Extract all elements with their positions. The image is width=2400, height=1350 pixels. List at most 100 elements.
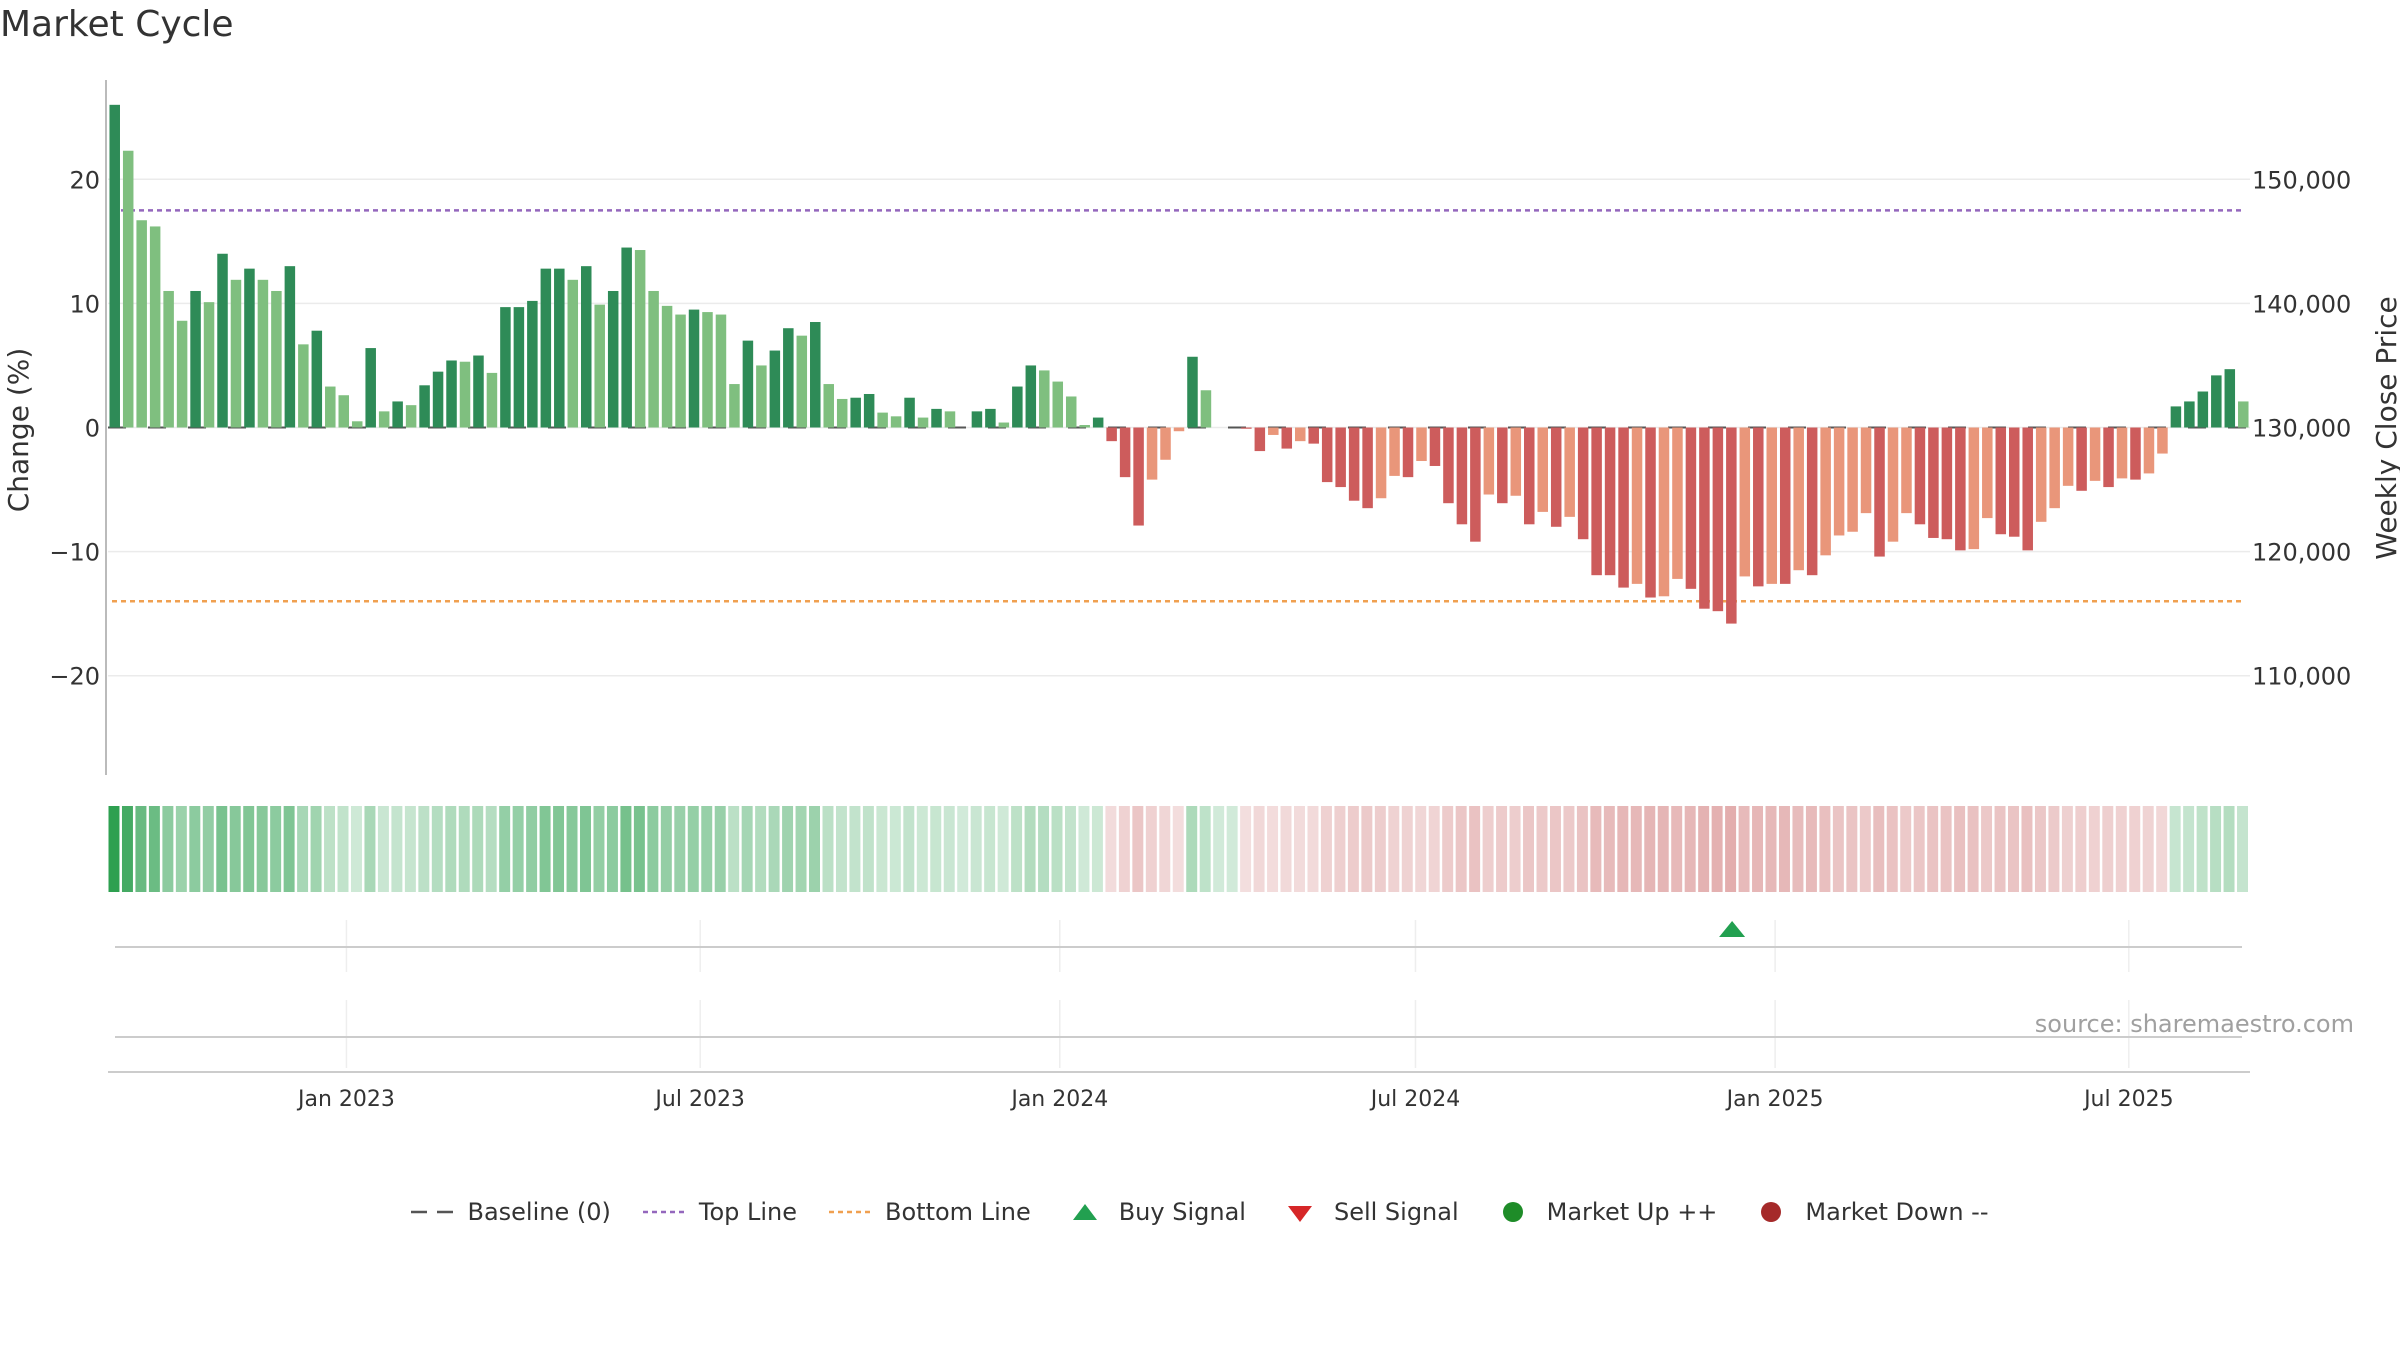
- heatmap-cell: [108, 806, 120, 892]
- bar: [1847, 427, 1858, 532]
- bar: [756, 365, 767, 428]
- heatmap-cell: [2210, 806, 2222, 892]
- bar: [271, 290, 282, 428]
- legend-item-bottom: Bottom Line: [829, 1198, 1031, 1226]
- bar: [149, 226, 161, 428]
- heatmap-cell: [1186, 806, 1198, 892]
- heatmap-cell: [1927, 806, 1939, 892]
- heatmap-cell: [1671, 806, 1683, 892]
- heatmap-cell: [2088, 806, 2100, 892]
- heatmap-cell: [2142, 806, 2154, 892]
- heatmap-cell: [1563, 806, 1575, 892]
- heatmap-cell: [1644, 806, 1656, 892]
- heatmap-cell: [350, 806, 362, 892]
- legend-label: Market Down --: [1805, 1198, 1989, 1226]
- bar: [2197, 391, 2209, 428]
- heatmap-cell: [1415, 806, 1427, 892]
- bar: [176, 320, 188, 428]
- bar: [1146, 427, 1158, 480]
- heatmap-cell: [1805, 806, 1817, 892]
- y2-tick-label: 150,000: [2252, 166, 2351, 194]
- heatmap-cell: [1280, 806, 1292, 892]
- bar: [311, 330, 323, 428]
- bar: [1348, 427, 1360, 501]
- heatmap-cell: [1711, 806, 1723, 892]
- bar: [284, 266, 296, 428]
- y-tick-label: −10: [49, 539, 100, 567]
- bar: [2184, 401, 2195, 428]
- heatmap-cell: [2102, 806, 2114, 892]
- heatmap-cell: [633, 806, 645, 892]
- bar: [1564, 427, 1575, 517]
- heatmap-cell: [1832, 806, 1844, 892]
- legend-symbol-mdown: [1749, 1200, 1793, 1224]
- legend-symbol-baseline: [411, 1200, 456, 1224]
- heatmap-cell: [2237, 806, 2248, 892]
- bar: [351, 421, 363, 428]
- bar: [661, 305, 673, 428]
- y2-tick-label: 140,000: [2252, 290, 2351, 318]
- heatmap-cell: [270, 806, 282, 892]
- bar: [1604, 427, 1616, 576]
- heatmap-cell: [310, 806, 322, 892]
- heatmap-cell: [1374, 806, 1386, 892]
- bar: [648, 290, 659, 428]
- heatmap-cell: [229, 806, 241, 892]
- heatmap-cell: [458, 806, 470, 892]
- bar: [1645, 427, 1656, 598]
- heatmap-cell: [984, 806, 996, 892]
- bar: [365, 348, 376, 428]
- heatmap-cell: [1199, 806, 1211, 892]
- heatmap-cell: [1051, 806, 1063, 892]
- bar: [836, 398, 848, 428]
- heatmap-cell: [1038, 806, 1050, 892]
- bar: [163, 290, 174, 428]
- heatmap-cell: [324, 806, 336, 892]
- bar: [850, 397, 861, 428]
- bar: [2238, 401, 2249, 428]
- bar: [2143, 427, 2155, 474]
- bar: [257, 279, 269, 428]
- legend-symbol-bottom: [829, 1200, 874, 1224]
- bar: [554, 268, 565, 428]
- bar: [473, 355, 484, 428]
- bar: [1429, 427, 1441, 466]
- bar: [1012, 386, 1023, 428]
- bar: [904, 397, 915, 428]
- heatmap-cell: [135, 806, 147, 892]
- legend-item-sell: Sell Signal: [1278, 1198, 1459, 1226]
- heatmap-cell: [2156, 806, 2168, 892]
- bar: [1618, 427, 1629, 588]
- heatmap-cell: [1549, 806, 1561, 892]
- bar: [2211, 375, 2222, 428]
- bar: [1335, 427, 1346, 488]
- x-tick-label: Jan 2025: [1725, 1087, 1824, 1112]
- heatmap-cell: [1994, 806, 2006, 892]
- bar: [917, 417, 929, 428]
- heatmap-cell: [1118, 806, 1130, 892]
- heatmap-cell: [202, 806, 214, 892]
- heatmap-cell: [1617, 806, 1629, 892]
- heatmap-cell: [1267, 806, 1279, 892]
- bar: [527, 300, 538, 428]
- bar: [1982, 427, 1993, 519]
- heatmap-cell: [1320, 806, 1332, 892]
- bar: [823, 384, 834, 428]
- x-tick-label: Jan 2023: [296, 1087, 395, 1112]
- signal-panel: [1719, 921, 1746, 937]
- heatmap-cell: [1523, 806, 1534, 892]
- bar: [1470, 427, 1481, 542]
- bar: [2103, 427, 2114, 488]
- legend-label: Buy Signal: [1118, 1198, 1246, 1226]
- heatmap-cell: [1752, 806, 1764, 892]
- heatmap-cell: [1765, 806, 1777, 892]
- heatmap-cell: [957, 806, 969, 892]
- x-tick-label: Jul 2024: [1369, 1087, 1461, 1112]
- bar: [2062, 427, 2074, 486]
- bar: [217, 253, 228, 428]
- bar: [1133, 427, 1144, 526]
- heatmap-cell: [2169, 806, 2181, 892]
- heatmap-cell: [553, 806, 565, 892]
- x-tick-label: Jul 2023: [653, 1087, 745, 1112]
- bar: [621, 247, 632, 428]
